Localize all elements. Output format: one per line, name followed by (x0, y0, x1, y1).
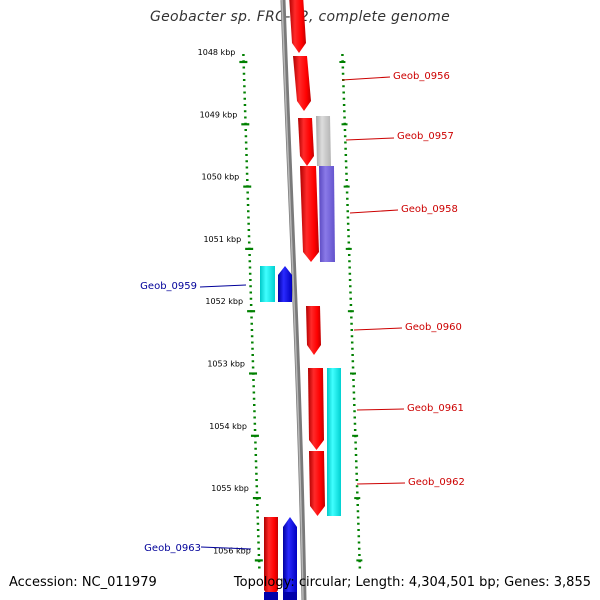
gene-geob-0958 (300, 166, 319, 262)
feature-cyan-0959 (260, 266, 275, 302)
gene-geob-0959 (278, 266, 292, 302)
gene-label: Geob_0963 (144, 543, 201, 554)
label-leader-line (353, 327, 403, 331)
tick-label: 1050 kbp (202, 173, 240, 182)
gene-label: Geob_0962 (408, 477, 465, 488)
gene-labels: Geob_0956 Geob_0957 Geob_0958 Geob_0959 Geob… (140, 71, 465, 554)
tick-label: 1055 kbp (211, 484, 249, 493)
tick-label: 1056 kbp (213, 546, 251, 555)
tick-label: 1053 kbp (207, 360, 245, 369)
feature-grey-0957 (316, 116, 331, 166)
label-leader-line (356, 482, 406, 485)
gene-label: Geob_0958 (401, 204, 458, 215)
tick-label: 1051 kbp (203, 235, 241, 244)
gene-geob-0960 (306, 306, 321, 355)
gene-label: Geob_0961 (407, 403, 464, 414)
gene-geob-0963-rev (283, 517, 297, 600)
gene-features (260, 0, 341, 600)
feature-cyan-0961 (327, 368, 341, 516)
gene-label: Geob_0959 (140, 281, 197, 292)
label-leader-line (200, 546, 252, 550)
axis-ticks: 1048 kbp 1049 kbp 1050 kbp 1051 kbp 1052 kbp… (198, 48, 363, 569)
label-leader-line (345, 137, 395, 141)
genome-backbone (280, 0, 307, 600)
gene-label: Geob_0960 (405, 322, 462, 333)
gene-geob-0964-start-rev (283, 592, 297, 600)
genome-backbone-highlight (281, 0, 304, 600)
feature-purple-0958 (319, 166, 335, 262)
gene-label: Geob_0956 (393, 71, 450, 82)
label-leader-line (199, 284, 247, 288)
tick-label: 1049 kbp (200, 110, 238, 119)
label-leader-line (356, 408, 405, 411)
gene-geob-0957-part (298, 118, 314, 166)
tick-label: 1054 kbp (209, 422, 247, 431)
tick-label: 1052 kbp (205, 297, 243, 306)
gene-label: Geob_0957 (397, 131, 454, 142)
gene-geob-0955 (289, 0, 306, 53)
gene-geob-0956 (293, 56, 311, 111)
gene-geob-0962 (309, 451, 325, 516)
gene-geob-0961 (308, 368, 324, 450)
gene-geob-0963 (264, 517, 278, 600)
gene-geob-0964-start (264, 592, 278, 600)
genome-summary-text: Topology: circular; Length: 4,304,501 bp… (233, 575, 591, 590)
accession-text: Accession: NC_011979 (9, 575, 157, 590)
tick-label: 1048 kbp (198, 48, 236, 57)
label-leader-line (341, 76, 391, 81)
label-leader-line (349, 209, 399, 214)
